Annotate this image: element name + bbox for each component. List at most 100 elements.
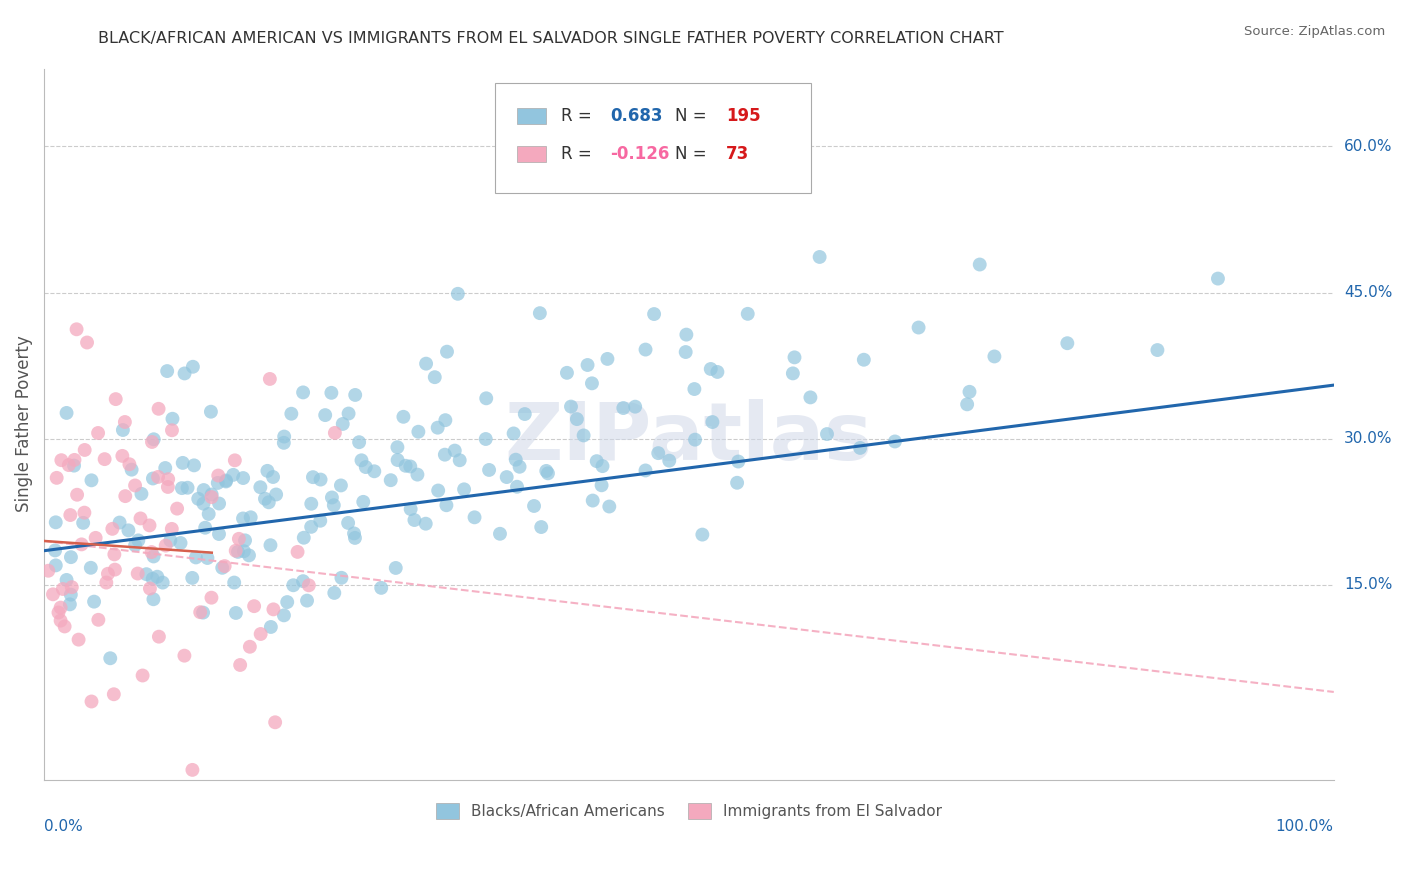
Text: N =: N = [675,107,711,125]
Point [160,423,183,437]
Point [675,327,697,342]
Point [51,453,73,467]
Point [392,409,415,424]
Point [159,533,181,548]
Point [124,478,146,492]
Point [453,483,475,497]
Point [783,351,806,365]
Point [157,472,180,486]
Point [87,613,110,627]
Point [228,532,250,546]
Point [49,600,72,615]
Point [257,495,280,509]
Point [612,401,634,415]
Point [48,606,70,620]
Point [37,564,59,578]
Point [193,483,215,497]
Point [127,533,149,548]
Point [253,491,276,506]
Point [131,487,153,501]
Point [581,376,603,391]
Point [83,594,105,608]
Point [264,487,287,501]
Point [225,606,247,620]
Point [426,420,449,434]
Point [80,694,103,708]
Point [1056,336,1078,351]
Text: 195: 195 [727,107,761,125]
Y-axis label: Single Father Poverty: Single Father Poverty [15,335,32,512]
Point [156,364,179,378]
FancyBboxPatch shape [495,83,811,193]
Point [222,467,245,482]
Point [434,413,457,427]
Point [52,582,75,596]
Point [350,453,373,467]
Point [449,453,471,467]
Point [103,687,125,701]
Point [146,570,169,584]
Point [148,401,170,416]
Point [287,545,309,559]
Point [475,392,498,406]
Point [276,595,298,609]
Point [443,443,465,458]
Point [111,449,134,463]
Point [343,526,366,541]
Point [408,425,430,439]
Point [592,459,614,474]
Text: 15.0%: 15.0% [1344,577,1392,592]
Point [513,407,536,421]
Point [97,566,120,581]
Point [585,454,607,468]
Point [509,459,531,474]
Point [427,483,450,498]
Point [1146,343,1168,357]
Point [884,434,907,449]
Point [815,427,838,442]
Point [565,412,588,426]
Point [67,632,90,647]
Point [53,619,76,633]
Point [72,516,94,530]
Point [59,588,82,602]
Point [200,591,222,605]
Point [197,507,219,521]
Point [399,459,422,474]
Point [907,320,929,334]
Point [280,407,302,421]
Point [111,423,134,437]
Point [232,544,254,558]
Point [808,250,831,264]
Point [537,467,560,481]
Point [214,559,236,574]
Point [598,500,620,514]
Point [45,558,67,573]
Point [343,531,366,545]
Point [337,516,360,530]
Point [675,345,697,359]
Point [404,513,426,527]
Point [60,580,83,594]
Point [530,520,553,534]
Point [187,491,209,506]
FancyBboxPatch shape [517,146,546,161]
Point [73,442,96,457]
Point [436,498,458,512]
Point [114,415,136,429]
Point [239,640,262,654]
FancyBboxPatch shape [517,108,546,124]
Point [433,448,456,462]
Point [643,307,665,321]
Point [173,648,195,663]
Point [226,545,249,559]
Point [260,620,283,634]
Point [298,578,321,592]
Point [956,397,979,411]
Point [506,480,529,494]
Point [314,408,336,422]
Point [194,521,217,535]
Point [495,470,517,484]
Point [478,463,501,477]
Point [683,433,706,447]
